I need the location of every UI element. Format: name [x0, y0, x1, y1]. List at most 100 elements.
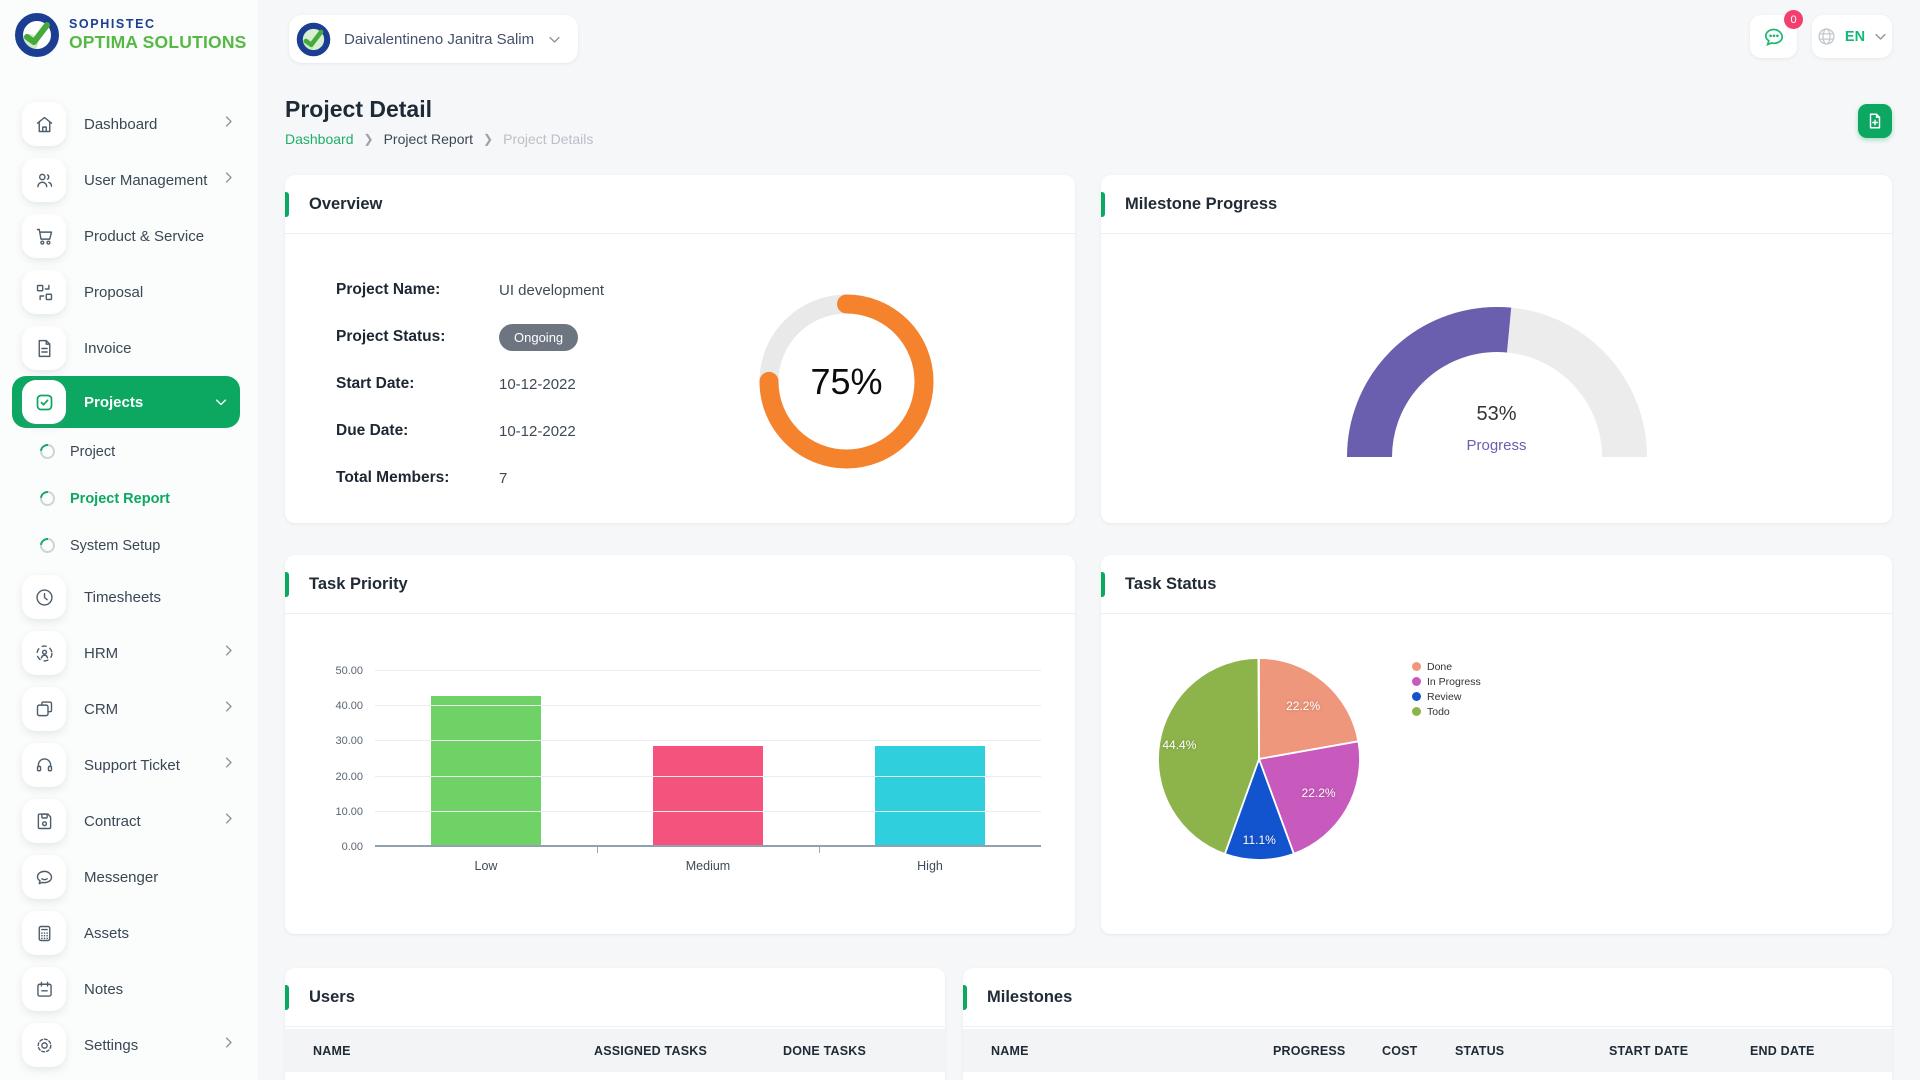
gauge-svg: [1346, 307, 1647, 458]
brand-logo[interactable]: SOPHISTEC OPTIMA SOLUTIONS: [14, 12, 247, 58]
donut-percent-label: 75%: [810, 360, 883, 402]
breadcrumb-dashboard[interactable]: Dashboard: [285, 131, 354, 147]
breadcrumb-current: Project Details: [503, 131, 594, 147]
field-value: 10-12-2022: [499, 375, 576, 393]
sidebar-item-label: Dashboard: [84, 115, 158, 133]
pie-legend: Done In Progress Review Todo: [1412, 659, 1481, 719]
bar-x-labels: Low Medium High: [375, 859, 1041, 873]
card-title: Task Priority: [309, 574, 408, 593]
sidebar-item-proposal[interactable]: Proposal: [0, 264, 258, 320]
card-header: Users: [285, 968, 945, 1027]
chevron-right-icon: [221, 811, 236, 831]
chevron-separator-icon: ❯: [363, 132, 374, 146]
x-axis-label: Low: [474, 859, 498, 873]
legend-item: Todo: [1412, 704, 1481, 719]
chevron-separator-icon: ❯: [483, 132, 494, 146]
breadcrumb-project-report[interactable]: Project Report: [383, 131, 474, 147]
page-title: Project Detail: [285, 96, 432, 122]
field-project-status: Project Status: Ongoing: [336, 323, 604, 351]
y-axis-tick: 50.00: [335, 665, 363, 677]
headset-icon: [22, 743, 66, 787]
pie-slice-label: 22.2%: [1301, 786, 1336, 801]
sidebar-item-hrm[interactable]: HRM: [0, 625, 258, 681]
donut-svg: [759, 294, 934, 469]
sidebar-item-system-setup[interactable]: System Setup: [0, 522, 258, 569]
sidebar-item-label: Messenger: [84, 868, 159, 886]
chevron-right-icon: [221, 643, 236, 663]
field-start-date: Start Date: 10-12-2022: [336, 371, 604, 397]
main-content: Daivalentineno Janitra Salim 0 EN Projec…: [258, 0, 1920, 1080]
gauge-sublabel: Progress: [1466, 437, 1527, 454]
clock-icon: [22, 575, 66, 619]
language-selector[interactable]: EN: [1812, 15, 1892, 58]
legend-item: Review: [1412, 689, 1481, 704]
gridline: [375, 810, 1041, 812]
brand-line1: SOPHISTEC: [69, 17, 156, 32]
sidebar-item-messenger[interactable]: Messenger: [0, 849, 258, 905]
sidebar-item-project[interactable]: Project: [0, 428, 258, 475]
export-button[interactable]: [1858, 104, 1892, 138]
column-header: END DATE: [1750, 1043, 1815, 1058]
chevron-down-icon: [1875, 33, 1886, 40]
legend-item: Done: [1412, 659, 1481, 674]
bar-chart: Low Medium High 0.00 10.00 20.00 30.00 40.00 50…: [335, 665, 1041, 873]
user-menu[interactable]: Daivalentineno Janitra Salim: [289, 15, 579, 63]
sidebar-item-timesheets[interactable]: Timesheets: [0, 569, 258, 625]
sidebar-item-support-ticket[interactable]: Support Ticket: [0, 737, 258, 793]
card-title: Task Status: [1125, 574, 1217, 593]
sidebar-item-invoice[interactable]: Invoice: [0, 320, 258, 376]
progress-donut-chart: 75%: [759, 294, 934, 469]
sidebar-item-label: HRM: [84, 644, 119, 662]
status-badge: Ongoing: [499, 323, 579, 351]
field-value: 10-12-2022: [499, 422, 576, 440]
sidebar-item-label: Notes: [84, 980, 124, 998]
gear-icon: [22, 1023, 66, 1067]
x-axis-tick: [596, 847, 598, 853]
sidebar-item-dashboard[interactable]: Dashboard: [0, 96, 258, 152]
spinner-icon: [36, 487, 59, 510]
sidebar-item-notes[interactable]: Notes: [0, 961, 258, 1017]
checkbox-icon: [22, 380, 66, 424]
gridline: [375, 705, 1041, 707]
field-due-date: Due Date: 10-12-2022: [336, 418, 604, 444]
file-plus-icon: [1869, 113, 1881, 129]
overview-fields: Project Name: UI development Project Sta…: [336, 277, 604, 512]
bar-medium: [653, 746, 763, 847]
sidebar-item-assets[interactable]: Assets: [0, 905, 258, 961]
field-project-name: Project Name: UI development: [336, 277, 604, 303]
sidebar-item-product-service[interactable]: Product & Service: [0, 208, 258, 264]
sidebar-item-contract[interactable]: Contract: [0, 793, 258, 849]
sidebar-subitem-label: Project: [70, 443, 116, 460]
sidebar-item-label: Projects: [84, 393, 144, 411]
pie-svg: [1157, 657, 1361, 861]
chevron-down-icon: [549, 36, 560, 43]
sidebar-item-label: Support Ticket: [84, 756, 180, 774]
sidebar-item-project-report[interactable]: Project Report: [0, 475, 258, 522]
pie-slice-done: [1258, 657, 1360, 761]
sidebar-item-label: Timesheets: [84, 588, 161, 606]
sidebar-item-crm[interactable]: CRM: [0, 681, 258, 737]
sidebar-item-user-management[interactable]: User Management: [0, 152, 258, 208]
spinner-icon: [36, 440, 59, 463]
chat-bubble-icon: [22, 855, 66, 899]
legend-dot-icon: [1412, 707, 1421, 716]
milestones-table-header: NAME PROGRESS COST STATUS START DATE END DATE: [963, 1029, 1892, 1072]
legend-label: Done: [1427, 660, 1453, 673]
field-label: Due Date:: [336, 422, 409, 439]
person-focus-icon: [22, 631, 66, 675]
card-header: Overview: [285, 175, 1075, 234]
y-axis-tick: 20.00: [335, 770, 363, 783]
sidebar-item-settings[interactable]: Settings: [0, 1017, 258, 1073]
calculator-icon: [22, 911, 66, 955]
card-header: Milestone Progress: [1101, 175, 1892, 234]
calendar-icon: [22, 967, 66, 1011]
users-card: Users NAME ASSIGNED TASKS DONE TASKS: [285, 968, 945, 1080]
chat-button[interactable]: 0: [1750, 10, 1803, 58]
users-table-header: NAME ASSIGNED TASKS DONE TASKS: [285, 1029, 945, 1072]
language-code: EN: [1844, 28, 1866, 45]
legend-dot-icon: [1412, 662, 1421, 671]
sidebar-item-projects[interactable]: Projects: [12, 376, 240, 428]
gridline: [375, 845, 1041, 847]
card-header: Task Status: [1101, 555, 1892, 614]
